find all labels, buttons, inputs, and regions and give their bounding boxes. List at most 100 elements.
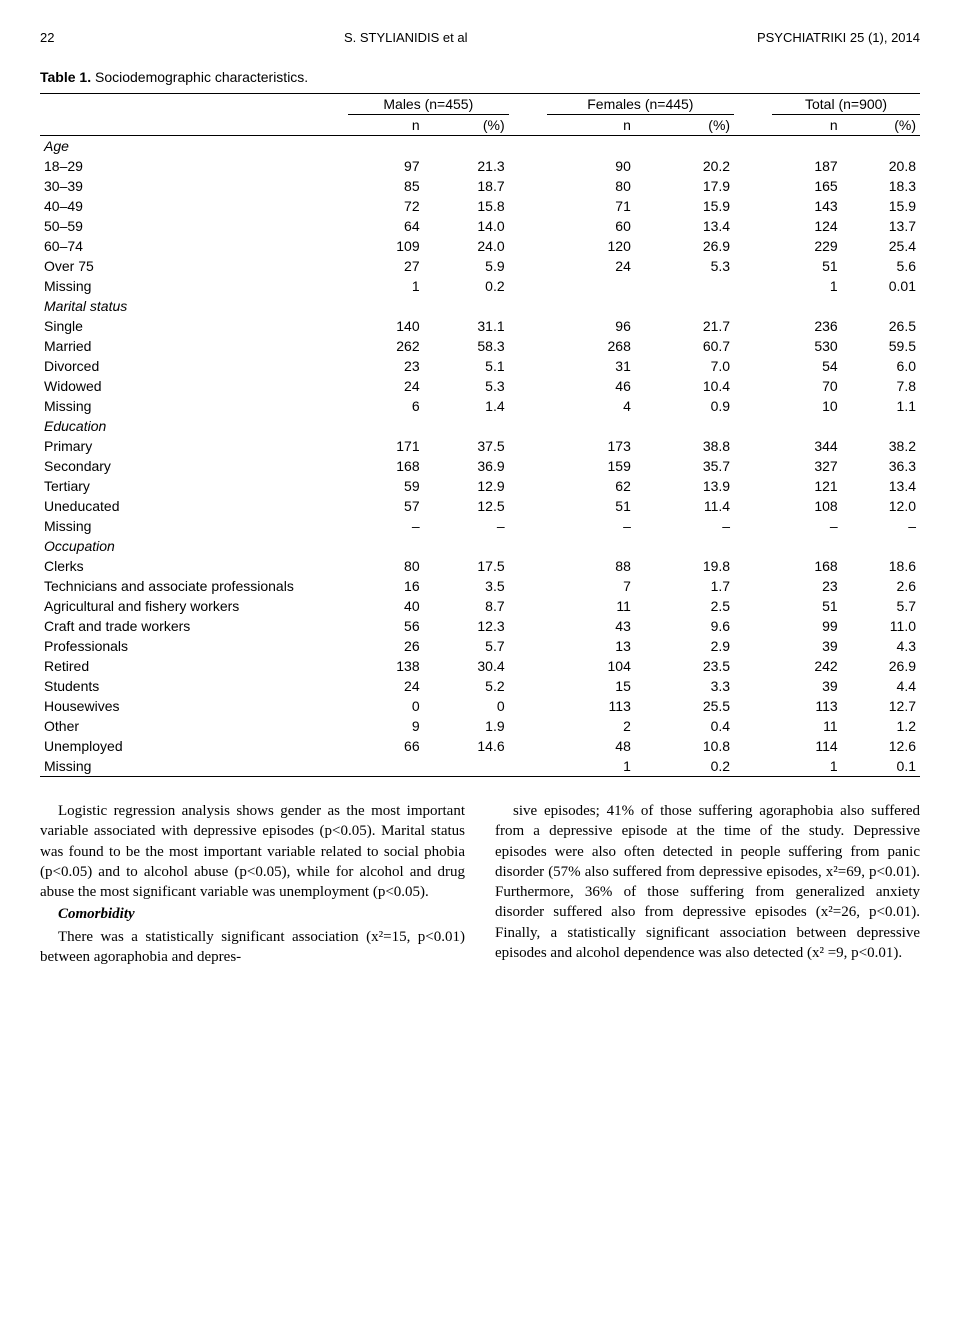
table-cell: 4.3 bbox=[842, 636, 920, 656]
table-cell bbox=[509, 356, 547, 376]
page-header: 22 S. STYLIANIDIS et al PSYCHIATRIKI 25 … bbox=[40, 30, 920, 45]
body-subhead: Comorbidity bbox=[40, 904, 465, 924]
table-cell: Agricultural and fishery workers bbox=[40, 596, 348, 616]
table-cell: 7.0 bbox=[635, 356, 734, 376]
section-label: Age bbox=[40, 136, 920, 157]
col-n: n bbox=[772, 115, 842, 136]
table-cell: Unemployed bbox=[40, 736, 348, 756]
table-cell: 24 bbox=[348, 676, 424, 696]
table-cell: Missing bbox=[40, 516, 348, 536]
table-cell bbox=[734, 736, 772, 756]
section-label: Marital status bbox=[40, 296, 920, 316]
table-cell: Professionals bbox=[40, 636, 348, 656]
table-cell bbox=[509, 636, 547, 656]
table-cell: 15 bbox=[547, 676, 635, 696]
table-cell: 88 bbox=[547, 556, 635, 576]
table-row: Students245.2153.3394.4 bbox=[40, 676, 920, 696]
table-cell bbox=[734, 156, 772, 176]
table-cell bbox=[509, 376, 547, 396]
table-cell: 6.0 bbox=[842, 356, 920, 376]
section-label: Occupation bbox=[40, 536, 920, 556]
table-cell: 0.2 bbox=[635, 756, 734, 777]
table-cell: 12.9 bbox=[424, 476, 509, 496]
table-cell: 1 bbox=[772, 276, 842, 296]
table-cell: 187 bbox=[772, 156, 842, 176]
table-cell: 27 bbox=[348, 256, 424, 276]
table-cell bbox=[509, 336, 547, 356]
table-cell: 26.9 bbox=[635, 236, 734, 256]
table-cell: 5.1 bbox=[424, 356, 509, 376]
table-cell: 57 bbox=[348, 496, 424, 516]
table-cell bbox=[348, 756, 424, 777]
table-cell: 72 bbox=[348, 196, 424, 216]
table-cell: 39 bbox=[772, 676, 842, 696]
table-cell: 1.1 bbox=[842, 396, 920, 416]
table-cell: 1 bbox=[772, 756, 842, 777]
col-females: Females (n=445) bbox=[547, 94, 734, 115]
table-cell: 38.8 bbox=[635, 436, 734, 456]
table-cell bbox=[509, 596, 547, 616]
table-cell bbox=[509, 276, 547, 296]
table-cell: 60.7 bbox=[635, 336, 734, 356]
table-cell: 43 bbox=[547, 616, 635, 636]
authors: S. STYLIANIDIS et al bbox=[344, 30, 468, 45]
table-cell: 24 bbox=[348, 376, 424, 396]
table-cell bbox=[509, 756, 547, 777]
table-cell bbox=[734, 176, 772, 196]
table-cell: 31.1 bbox=[424, 316, 509, 336]
table-caption-bold: Table 1. bbox=[40, 69, 91, 85]
table-cell: 108 bbox=[772, 496, 842, 516]
table-cell bbox=[734, 476, 772, 496]
table-cell: 0.9 bbox=[635, 396, 734, 416]
table-cell: 1 bbox=[348, 276, 424, 296]
table-cell bbox=[509, 656, 547, 676]
table-cell: 38.2 bbox=[842, 436, 920, 456]
table-cell: 54 bbox=[772, 356, 842, 376]
table-cell: 5.2 bbox=[424, 676, 509, 696]
table-row: Over 75275.9245.3515.6 bbox=[40, 256, 920, 276]
table-row: Married26258.326860.753059.5 bbox=[40, 336, 920, 356]
table-cell: – bbox=[424, 516, 509, 536]
col-pct: (%) bbox=[635, 115, 734, 136]
table-cell: 23 bbox=[772, 576, 842, 596]
table-cell bbox=[509, 716, 547, 736]
table-cell bbox=[734, 336, 772, 356]
table-cell: 1.9 bbox=[424, 716, 509, 736]
table-cell: 121 bbox=[772, 476, 842, 496]
table-cell: 20.8 bbox=[842, 156, 920, 176]
table-cell bbox=[734, 716, 772, 736]
table-cell: 24 bbox=[547, 256, 635, 276]
table-cell bbox=[509, 456, 547, 476]
table-cell: 9 bbox=[348, 716, 424, 736]
table-cell: 30–39 bbox=[40, 176, 348, 196]
table-cell bbox=[734, 436, 772, 456]
table-cell: 113 bbox=[547, 696, 635, 716]
table-cell: 5.7 bbox=[424, 636, 509, 656]
table-cell: – bbox=[635, 516, 734, 536]
table-cell: 138 bbox=[348, 656, 424, 676]
table-cell: – bbox=[842, 516, 920, 536]
table-cell: 40–49 bbox=[40, 196, 348, 216]
table-row: 18–299721.39020.218720.8 bbox=[40, 156, 920, 176]
table-row: Divorced235.1317.0546.0 bbox=[40, 356, 920, 376]
table-cell bbox=[734, 376, 772, 396]
table-cell: Married bbox=[40, 336, 348, 356]
table-cell: 25.4 bbox=[842, 236, 920, 256]
table-row: Uneducated5712.55111.410812.0 bbox=[40, 496, 920, 516]
table-caption-rest: Sociodemographic characteristics. bbox=[91, 69, 308, 85]
table-cell bbox=[509, 196, 547, 216]
table-cell: 344 bbox=[772, 436, 842, 456]
table-cell bbox=[734, 256, 772, 276]
table-cell: 46 bbox=[547, 376, 635, 396]
table-cell bbox=[509, 696, 547, 716]
table-cell: 2 bbox=[547, 716, 635, 736]
table-row: 40–497215.87115.914315.9 bbox=[40, 196, 920, 216]
table-cell: Other bbox=[40, 716, 348, 736]
table-cell: 171 bbox=[348, 436, 424, 456]
table-cell bbox=[734, 516, 772, 536]
table-cell: 143 bbox=[772, 196, 842, 216]
table-cell: 114 bbox=[772, 736, 842, 756]
table-cell: 1.7 bbox=[635, 576, 734, 596]
table-cell: 10.8 bbox=[635, 736, 734, 756]
table-cell: 159 bbox=[547, 456, 635, 476]
